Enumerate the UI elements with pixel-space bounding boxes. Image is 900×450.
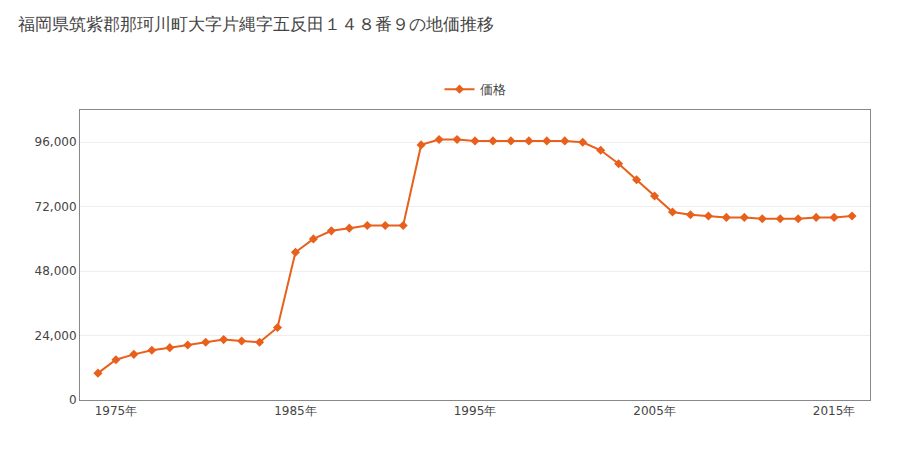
svg-text:24,000: 24,000 <box>35 329 77 343</box>
svg-text:1985年: 1985年 <box>274 404 317 418</box>
svg-text:福岡県筑紫郡那珂川町大字片縄字五反田１４８番９の地価推移: 福岡県筑紫郡那珂川町大字片縄字五反田１４８番９の地価推移 <box>18 14 494 34</box>
svg-text:1995年: 1995年 <box>454 404 497 418</box>
svg-text:2015年: 2015年 <box>813 404 856 418</box>
svg-text:0: 0 <box>69 393 77 407</box>
svg-text:48,000: 48,000 <box>35 264 77 278</box>
svg-text:72,000: 72,000 <box>35 200 77 214</box>
svg-text:2005年: 2005年 <box>633 404 676 418</box>
svg-text:1975年: 1975年 <box>95 404 138 418</box>
svg-text:価格: 価格 <box>480 82 506 97</box>
svg-text:96,000: 96,000 <box>35 135 77 149</box>
